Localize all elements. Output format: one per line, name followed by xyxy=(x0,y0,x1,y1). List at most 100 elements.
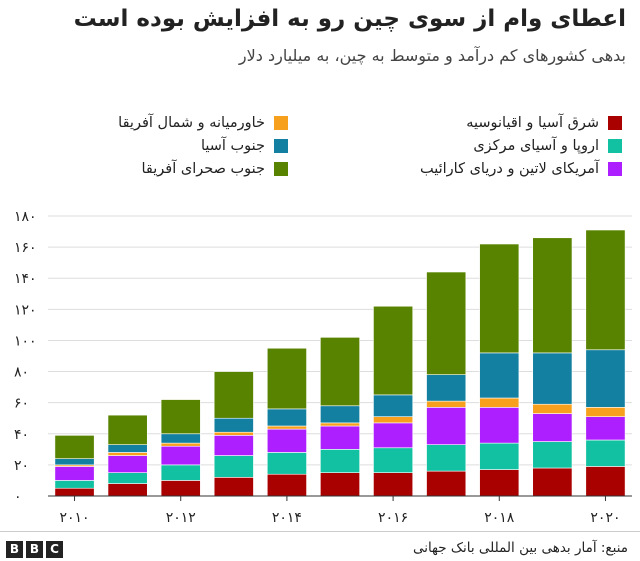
bbc-logo-letter: C xyxy=(46,541,63,558)
bar-segment xyxy=(160,480,201,497)
x-tick-label: ۲۰۱۶ xyxy=(378,510,408,526)
bar-segment xyxy=(266,347,307,410)
bar-segment xyxy=(479,469,520,497)
source-note: منبع: آمار بدهی بین المللی بانک جهانی xyxy=(412,540,628,556)
bar-segment xyxy=(107,444,148,453)
y-tick-label: ۱۲۰ xyxy=(14,302,37,318)
bbc-logo-letter: B xyxy=(26,541,43,558)
bar-segment xyxy=(532,467,573,497)
legend-item-east-asia-pacific: شرق آسیا و اقیانوسیه xyxy=(466,112,622,134)
legend-item-middle-east-north-africa: خاورمیانه و شمال آفریقا xyxy=(118,112,288,134)
bar-segment xyxy=(479,397,520,408)
bar-segment xyxy=(320,337,360,407)
bar-segment xyxy=(426,374,467,402)
bar-segment xyxy=(266,473,307,497)
y-tick-label: ۸۰ xyxy=(14,365,29,381)
bar-segment xyxy=(213,431,254,436)
legend-label: آمریکای لاتین و دریای کارائیب xyxy=(419,161,599,177)
bar-segment xyxy=(54,480,95,489)
legend-swatch xyxy=(274,139,288,153)
bar-segment xyxy=(160,399,201,435)
x-tick-label: ۲۰۱۰ xyxy=(60,510,90,526)
legend-label: خاورمیانه و شمال آفریقا xyxy=(118,115,265,131)
bar-segment xyxy=(266,408,307,427)
y-tick-label: ۰ xyxy=(14,489,22,505)
bar-segment xyxy=(532,413,573,442)
bar-segment xyxy=(213,417,254,433)
bar-segment xyxy=(585,407,626,417)
legend-label: جنوب صحرای آفریقا xyxy=(141,161,266,177)
bar-segment xyxy=(373,472,414,497)
bar-segment xyxy=(373,447,414,473)
y-tick-label: ۱۴۰ xyxy=(14,271,37,287)
bbc-logo: B B C xyxy=(6,541,66,558)
bar-segment xyxy=(532,403,573,414)
bar-segment xyxy=(107,472,148,484)
y-tick-label: ۱۶۰ xyxy=(14,240,37,256)
bar-segment xyxy=(213,371,254,419)
bar-segment xyxy=(320,422,360,427)
legend-swatch xyxy=(274,162,288,176)
bar-segment xyxy=(107,414,148,445)
bar-segment xyxy=(426,271,467,375)
y-tick-label: ۲۰ xyxy=(14,458,29,474)
bar-segment xyxy=(585,439,626,467)
bar-segment xyxy=(213,477,254,497)
bar-segment xyxy=(107,452,148,456)
bar-segment xyxy=(107,483,148,497)
bar-segment xyxy=(585,416,626,441)
legend-item-sub-saharan-africa: جنوب صحرای آفریقا xyxy=(141,158,288,180)
bar-segment xyxy=(54,458,95,466)
bar-segment xyxy=(479,407,520,444)
legend-item-south-asia: جنوب آسیا xyxy=(201,135,288,157)
bbc-logo-letter: B xyxy=(6,541,23,558)
bar-segment xyxy=(426,470,467,497)
bar-segment xyxy=(320,449,360,473)
chart-title: اعطای وام از سوی چین رو به افزایش بوده ا… xyxy=(73,6,626,32)
y-tick-label: ۴۰ xyxy=(14,427,29,443)
bar-segment xyxy=(54,487,95,497)
bar-segment xyxy=(266,425,307,430)
bar-segment xyxy=(54,466,95,481)
bar-segment xyxy=(213,455,254,478)
bar-segment xyxy=(479,352,520,399)
bar-segment xyxy=(160,464,201,481)
legend-swatch xyxy=(608,162,622,176)
bar-segment xyxy=(426,407,467,445)
legend-swatch xyxy=(608,116,622,130)
y-tick-label: ۱۰۰ xyxy=(14,333,37,349)
legend-label: شرق آسیا و اقیانوسیه xyxy=(466,115,599,131)
y-tick-label: ۱۸۰ xyxy=(14,209,37,225)
stacked-bar-chart: ۰ ۲۰ ۴۰ ۶۰ ۸۰ ۱۰۰ ۱۲۰ ۱۴۰ ۱۶۰ ۱۸۰ ۲۰۱۰ ۲۰۱۲ ۲۰۱۴ ۲۰۱۶… xyxy=(14,209,632,526)
x-tick-label: ۲۰۲۰ xyxy=(590,510,620,526)
bar-segment xyxy=(160,442,201,447)
footer-divider xyxy=(0,531,640,532)
legend-swatch xyxy=(608,139,622,153)
bar-segment xyxy=(532,441,573,469)
bar-segment xyxy=(160,445,201,466)
bar-segment xyxy=(585,349,626,408)
bar-segment xyxy=(320,472,360,497)
bar-segment xyxy=(160,433,201,444)
legend-item-europe-central-asia: اروپا و آسیای مرکزی xyxy=(473,135,622,157)
x-tick-label: ۲۰۱۴ xyxy=(272,510,302,526)
bar-segment xyxy=(585,229,626,351)
bar-segment xyxy=(479,442,520,470)
bar-segment xyxy=(426,444,467,472)
bar-segment xyxy=(107,455,148,473)
bar-segment xyxy=(532,237,573,354)
bar-segment xyxy=(320,405,360,424)
bar-segment xyxy=(479,243,520,354)
bar-segment xyxy=(585,466,626,497)
bar-segment xyxy=(266,452,307,475)
bar-segment xyxy=(54,435,95,459)
legend-swatch xyxy=(274,116,288,130)
legend-label: جنوب آسیا xyxy=(200,138,265,154)
legend-label: اروپا و آسیای مرکزی xyxy=(473,138,599,154)
bar-segment xyxy=(532,352,573,405)
bar-segment xyxy=(373,394,414,417)
y-tick-label: ۶۰ xyxy=(14,396,29,412)
chart-subtitle: بدهی کشورهای کم درآمد و متوسط به چین، به… xyxy=(238,46,626,65)
bar-segment xyxy=(373,305,414,396)
bar-segment xyxy=(373,416,414,424)
